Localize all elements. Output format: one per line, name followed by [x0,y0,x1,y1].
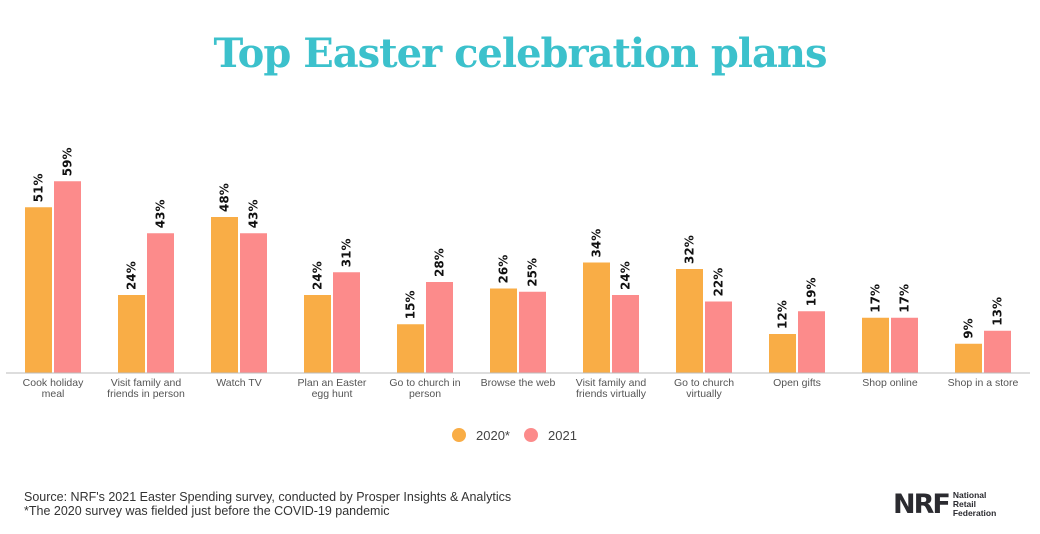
category-label: friends virtually [576,388,647,400]
category-label: person [409,388,441,400]
category-label: Visit family and [111,377,182,389]
category-label: Go to church [674,377,734,389]
legend-marker [452,428,466,442]
data-label: 48% [218,183,232,212]
nrf-logo: NRF National Retail Federation [893,489,996,520]
bar [25,207,52,373]
category-label: Browse the web [481,377,556,389]
bar [240,233,267,373]
data-label: 26% [497,255,511,284]
category-label: Watch TV [216,377,262,389]
bar [333,272,360,373]
data-label: 12% [776,300,790,329]
bar [118,295,145,373]
chart-title: Top Easter celebration plans [213,30,827,77]
bar [490,288,517,373]
data-label: 43% [154,200,168,229]
data-label: 22% [712,268,726,297]
bar [769,334,796,373]
legend-label: 2021 [548,428,577,443]
source-note: Source: NRF's 2021 Easter Spending surve… [24,490,511,518]
category-label: friends in person [107,388,185,400]
data-label: 59% [61,148,75,177]
category-label: meal [42,388,65,400]
bar [397,324,424,373]
legend-marker [524,428,538,442]
data-label: 17% [898,284,912,313]
data-label: 19% [805,278,819,307]
bar [583,262,610,373]
bar [54,181,81,373]
bar [147,233,174,373]
logo-line: Retail [952,499,976,509]
category-label: egg hunt [312,388,353,400]
data-label: 43% [247,200,261,229]
category-label: Shop in a store [948,377,1019,389]
data-label: 24% [311,261,325,290]
bar [798,311,825,373]
bar [304,295,331,373]
category-label: Cook holiday [23,377,84,389]
data-label: 32% [683,235,697,264]
bar [612,295,639,373]
category-label: Go to church in [389,377,460,389]
category-label: Visit family and [576,377,647,389]
bar [955,343,982,373]
data-label: 24% [619,261,633,290]
logo-mark: NRF [893,489,951,520]
logo-line: Federation [952,508,997,518]
bar [891,317,918,373]
data-label: 31% [340,239,354,268]
data-label: 28% [433,248,447,277]
bar [676,269,703,373]
footnote-text: *The 2020 survey was fielded just before… [24,504,390,518]
category-label: Plan an Easter [298,377,367,389]
category-label: virtually [686,388,722,400]
bar [862,317,889,373]
bar [426,282,453,373]
source-text: Source: NRF's 2021 Easter Spending surve… [24,490,512,504]
data-label: 24% [125,261,139,290]
data-label: 17% [869,284,883,313]
bar [211,217,238,373]
bar [519,291,546,373]
data-label: 25% [526,258,540,287]
bar [984,330,1011,373]
category-label: Open gifts [773,377,821,389]
data-label: 9% [962,318,976,338]
logo-line: National [952,490,987,500]
bar [705,301,732,373]
data-label: 51% [32,174,46,203]
data-label: 13% [991,297,1005,326]
logo-text: National Retail Federation [953,491,996,518]
legend-label: 2020* [476,428,510,443]
category-label: Shop online [862,377,918,389]
data-label: 34% [590,229,604,258]
data-label: 15% [404,291,418,320]
